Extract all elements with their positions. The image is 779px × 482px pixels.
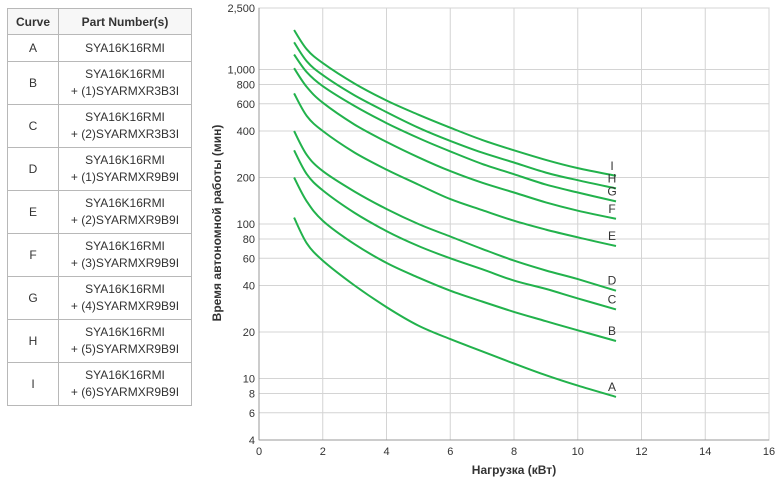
part-number-line-2: + (5)SYARMXR9B9I bbox=[70, 342, 180, 356]
table-row: A SYA16K16RMI bbox=[7, 34, 192, 62]
y-axis-label: Время автономной работы (мин) bbox=[210, 125, 224, 322]
table-row: I SYA16K16RMI + (6)SYARMXR9B9I bbox=[7, 362, 192, 406]
part-number-line-2: + (1)SYARMXR3B3I bbox=[70, 84, 180, 98]
chart-series bbox=[293, 29, 617, 398]
table-row: B SYA16K16RMI + (1)SYARMXR3B3I bbox=[7, 61, 192, 105]
y-tick-label: 20 bbox=[243, 327, 255, 339]
part-number-cell: SYA16K16RMI + (6)SYARMXR9B9I bbox=[58, 362, 192, 406]
x-tick-label: 16 bbox=[763, 446, 775, 458]
y-tick-label: 600 bbox=[237, 99, 255, 111]
part-number-line-1: SYA16K16RMI bbox=[85, 239, 165, 253]
curve-letter-cell: H bbox=[7, 319, 59, 363]
part-number-cell: SYA16K16RMI + (3)SYARMXR9B9I bbox=[58, 233, 192, 277]
part-number-line-2: + (2)SYARMXR9B9I bbox=[70, 213, 180, 227]
table-row: F SYA16K16RMI + (3)SYARMXR9B9I bbox=[7, 233, 192, 277]
curve-letter-cell: F bbox=[7, 233, 59, 277]
x-tick-label: 0 bbox=[256, 446, 262, 458]
series-line-i bbox=[293, 29, 617, 177]
series-line-e bbox=[293, 92, 617, 247]
part-number-line-2: + (3)SYARMXR9B9I bbox=[70, 256, 180, 270]
series-line-b bbox=[293, 177, 617, 342]
part-number-line-1: SYA16K16RMI bbox=[85, 153, 165, 167]
y-tick-label: 60 bbox=[243, 253, 255, 265]
series-label-c: C bbox=[608, 292, 617, 306]
y-tick-label: 6 bbox=[249, 408, 255, 420]
part-number-cell: SYA16K16RMI + (1)SYARMXR9B9I bbox=[58, 147, 192, 191]
curve-letter-cell: B bbox=[7, 61, 59, 105]
curve-letter-cell: E bbox=[7, 190, 59, 234]
curve-letter-cell: D bbox=[7, 147, 59, 191]
series-label-d: D bbox=[608, 274, 617, 288]
part-number-line-1: SYA16K16RMI bbox=[85, 40, 165, 55]
series-label-a: A bbox=[608, 380, 616, 394]
y-tick-label: 100 bbox=[237, 219, 255, 231]
part-number-line-1: SYA16K16RMI bbox=[85, 196, 165, 210]
series-line-f bbox=[293, 67, 617, 220]
part-number-cell: SYA16K16RMI + (4)SYARMXR9B9I bbox=[58, 276, 192, 320]
curve-letter-cell: I bbox=[7, 362, 59, 406]
part-number-cell: SYA16K16RMI bbox=[58, 34, 192, 62]
x-tick-label: 2 bbox=[320, 446, 326, 458]
curve-column-header: Curve bbox=[7, 8, 59, 35]
x-tick-label: 14 bbox=[699, 446, 711, 458]
part-number-line-1: SYA16K16RMI bbox=[85, 325, 165, 339]
x-tick-label: 12 bbox=[635, 446, 647, 458]
part-numbers-column-header: Part Number(s) bbox=[58, 8, 192, 35]
table-row: C SYA16K16RMI + (2)SYARMXR3B3I bbox=[7, 104, 192, 148]
y-tick-label: 1,000 bbox=[227, 64, 255, 76]
y-tick-label: 4 bbox=[249, 435, 255, 447]
y-tick-label: 8 bbox=[249, 388, 255, 400]
series-label-b: B bbox=[608, 324, 616, 338]
series-label-h: H bbox=[608, 171, 617, 185]
series-label-e: E bbox=[608, 229, 616, 243]
y-tick-label: 2,500 bbox=[227, 3, 255, 15]
curve-letter-cell: A bbox=[7, 34, 59, 62]
part-number-line-1: SYA16K16RMI bbox=[85, 368, 165, 382]
y-tick-label: 10 bbox=[243, 374, 255, 386]
part-number-cell: SYA16K16RMI + (1)SYARMXR3B3I bbox=[58, 61, 192, 105]
part-number-line-2: + (1)SYARMXR9B9I bbox=[70, 170, 180, 184]
table-header-row: Curve Part Number(s) bbox=[7, 8, 192, 35]
table-row: E SYA16K16RMI + (2)SYARMXR9B9I bbox=[7, 190, 192, 234]
series-line-g bbox=[293, 53, 617, 203]
x-tick-label: 6 bbox=[447, 446, 453, 458]
table-row: H SYA16K16RMI + (5)SYARMXR9B9I bbox=[7, 319, 192, 363]
series-label-i: I bbox=[610, 159, 613, 173]
part-number-line-1: SYA16K16RMI bbox=[85, 282, 165, 296]
y-tick-label: 400 bbox=[237, 126, 255, 138]
series-label-f: F bbox=[608, 202, 615, 216]
part-number-cell: SYA16K16RMI + (2)SYARMXR3B3I bbox=[58, 104, 192, 148]
y-tick-label: 800 bbox=[237, 79, 255, 91]
part-number-cell: SYA16K16RMI + (2)SYARMXR9B9I bbox=[58, 190, 192, 234]
series-line-a bbox=[293, 217, 617, 398]
x-axis-label: Нагрузка (кВт) bbox=[472, 463, 556, 477]
part-number-cell: SYA16K16RMI + (5)SYARMXR9B9I bbox=[58, 319, 192, 363]
x-tick-label: 8 bbox=[511, 446, 517, 458]
chart-tick-labels: 0 2 4 6 8 10 12 14 16 4 6 8 10 20 40 60 80 100 200 400 600 80… bbox=[227, 3, 775, 458]
part-number-line-2: + (2)SYARMXR3B3I bbox=[70, 127, 180, 141]
part-number-line-2: + (4)SYARMXR9B9I bbox=[70, 299, 180, 313]
part-number-line-2: + (6)SYARMXR9B9I bbox=[70, 385, 180, 399]
y-tick-label: 200 bbox=[237, 172, 255, 184]
table-row: D SYA16K16RMI + (1)SYARMXR9B9I bbox=[7, 147, 192, 191]
series-line-c bbox=[293, 149, 617, 311]
series-label-g: G bbox=[607, 184, 616, 198]
table-row: G SYA16K16RMI + (4)SYARMXR9B9I bbox=[7, 276, 192, 320]
curve-legend-table: Curve Part Number(s) A SYA16K16RMI B SYA16K… bbox=[7, 8, 192, 406]
part-number-line-1: SYA16K16RMI bbox=[85, 110, 165, 124]
series-line-h bbox=[293, 41, 617, 190]
y-tick-label: 40 bbox=[243, 280, 255, 292]
x-tick-label: 10 bbox=[572, 446, 584, 458]
x-tick-label: 4 bbox=[383, 446, 389, 458]
y-tick-label: 80 bbox=[243, 234, 255, 246]
chart-axes bbox=[258, 8, 769, 441]
part-number-line-1: SYA16K16RMI bbox=[85, 67, 165, 81]
curve-letter-cell: G bbox=[7, 276, 59, 320]
series-line-d bbox=[293, 130, 617, 292]
curve-letter-cell: C bbox=[7, 104, 59, 148]
